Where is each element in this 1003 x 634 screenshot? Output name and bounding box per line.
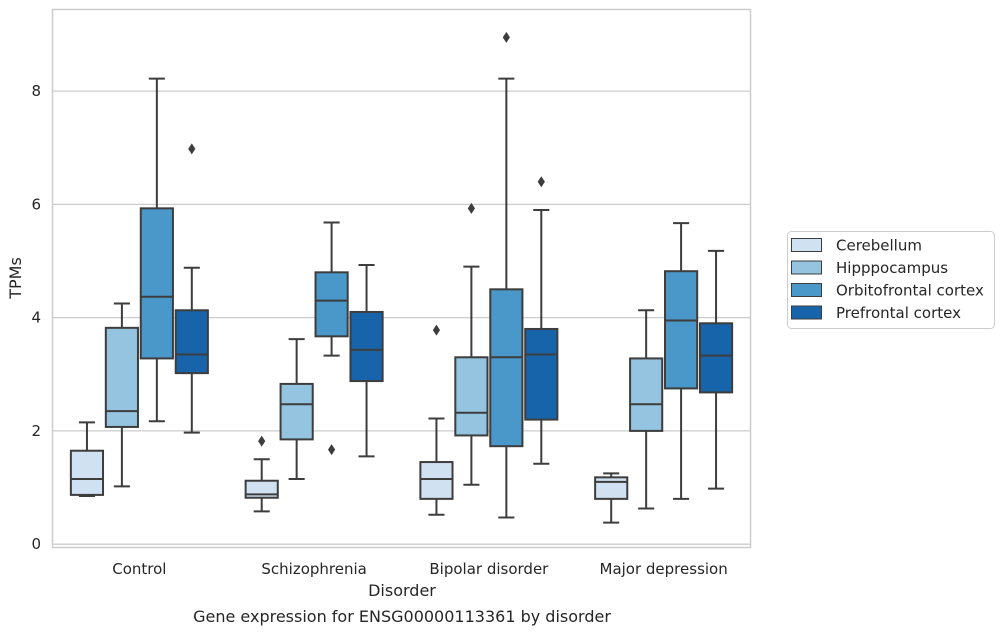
outlier-point [258,435,266,447]
outlier-point [467,202,475,214]
outlier-point [188,143,196,155]
legend-label: Prefrontal cortex [836,304,961,322]
x-tick-label: Schizophrenia [261,560,366,578]
box-hipppocampus [279,338,314,481]
x-tick-label: Control [112,560,166,578]
legend-swatch [791,283,822,297]
box-body [594,476,629,500]
y-tick-label: 2 [31,422,41,440]
x-axis-label: Disorder [368,581,436,600]
legend-label: Hipppocampus [836,259,948,277]
plot-area-frame [51,8,752,549]
y-axis-ticks: 0 2 4 6 8 [31,82,41,553]
x-tick-label: Bipolar disorder [429,560,549,578]
box-orbitofrontal-cortex [489,31,524,519]
box-orbitofrontal-cortex [139,77,174,423]
box-body [279,382,314,441]
legend-swatch [791,238,822,252]
box-cerebellum [419,324,454,516]
box-body [314,271,349,338]
y-tick-label: 4 [31,309,41,327]
legend-label: Orbitofrontal cortex [836,282,984,300]
box-body [664,270,699,390]
legend-swatch [791,305,822,320]
box-body [698,322,734,394]
box-hipppocampus [454,202,489,486]
outlier-point [328,444,336,456]
box-body [69,449,105,496]
box-body [524,327,559,421]
box-body [454,356,489,437]
box-prefrontal-cortex [698,249,734,490]
x-axis-ticks: Control Schizophrenia Bipolar disorder Majo… [112,560,727,578]
y-tick-label: 6 [31,195,41,213]
legend: Cerebellum Hipppocampus Orbitofrontal cort… [787,231,995,329]
legend-label: Cerebellum [836,237,922,255]
outlier-point [502,31,510,43]
y-tick-label: 0 [31,535,41,553]
box-prefrontal-cortex [174,143,209,434]
box-body [489,288,524,448]
box-cerebellum [594,472,629,524]
outlier-point [432,324,441,336]
outlier-point [537,176,545,188]
x-tick-label: Major depression [600,560,728,578]
box-body [629,357,664,432]
box-body [174,309,209,375]
chart-caption: Gene expression for ENSG00000113361 by d… [193,607,611,626]
y-tick-label: 8 [31,82,41,100]
box-cerebellum [244,435,279,513]
box-orbitofrontal-cortex [664,222,699,500]
box-cerebellum [69,421,105,498]
box-body [139,207,174,360]
y-axis-label: TPMs [6,257,25,300]
box-hipppocampus [629,309,664,510]
box-orbitofrontal-cortex [314,221,349,456]
box-body [419,461,454,500]
box-hipppocampus [104,302,139,488]
box-prefrontal-cortex [524,176,559,465]
box-prefrontal-cortex [349,263,384,458]
legend-swatch [791,260,822,275]
box-body [349,310,384,383]
box-series [69,31,734,524]
legend-frame [787,231,995,329]
